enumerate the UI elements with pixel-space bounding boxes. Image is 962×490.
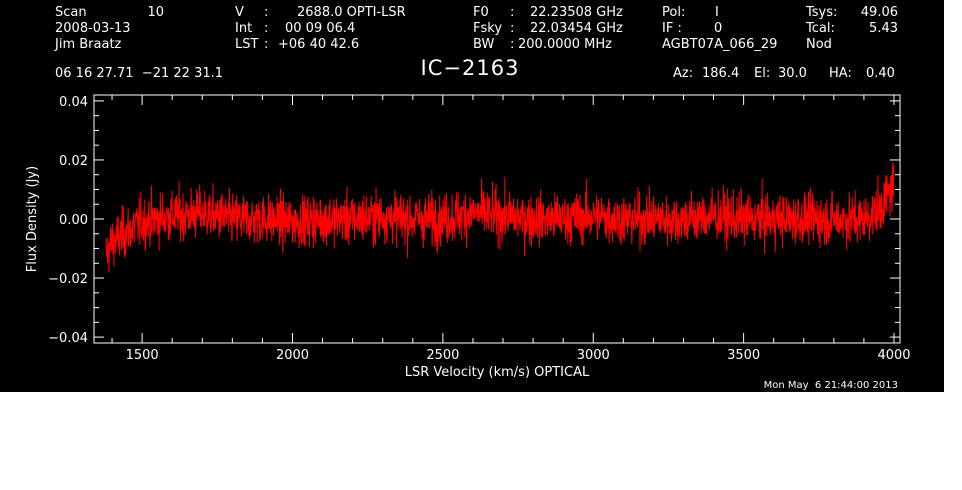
timestamp: Mon May 6 21:44:00 2013	[763, 380, 898, 391]
bw-value: 200.0000 MHz	[518, 37, 612, 52]
project-id: AGBT07A_066_29	[662, 37, 778, 52]
tsys-value: 49.06	[860, 5, 898, 20]
el-label: El:	[754, 66, 771, 81]
lst-value: +06 40 42.6	[278, 37, 360, 52]
ha-label: HA:	[829, 66, 852, 81]
source-name: IC−2163	[420, 56, 520, 80]
y-tick-label: −0.02	[48, 272, 88, 287]
ha-value: 0.40	[866, 66, 895, 81]
x-tick-label: 4000	[877, 348, 910, 363]
fsky-value: 22.03454 GHz	[530, 21, 623, 36]
if-label: IF :	[662, 21, 682, 36]
int-value: 00 09 06.4	[285, 21, 356, 36]
tcal-value: 5.43	[869, 21, 898, 36]
tcal-label: Tcal:	[806, 21, 835, 36]
plot-frame	[93, 94, 901, 344]
velocity-label: V	[235, 5, 244, 20]
y-axis-label: Flux Density (Jy)	[25, 166, 40, 272]
observer-name: Jim Braatz	[55, 37, 122, 52]
lst-label: LST	[235, 37, 259, 52]
f0-value: 22.23508 GHz	[530, 5, 623, 20]
y-tick-label: −0.04	[48, 331, 88, 346]
spectrum-panel: Scan 10 2008-03-13 Jim Braatz V : 2688.0…	[0, 0, 944, 392]
velocity-value: 2688.0 OPTI-LSR	[297, 5, 406, 20]
tsys-label: Tsys:	[806, 5, 838, 20]
y-tick-label: 0.04	[59, 95, 88, 110]
if-value: 0	[714, 21, 723, 36]
int-label: Int	[235, 21, 253, 36]
pol-value: I	[715, 5, 719, 20]
bw-label: BW	[473, 37, 495, 52]
spectrum-trace	[105, 162, 895, 273]
az-value: 186.4	[702, 66, 740, 81]
y-tick-label: 0.00	[59, 213, 88, 228]
observation-date: 2008-03-13	[55, 21, 131, 36]
x-tick-label: 1500	[126, 348, 159, 363]
el-value: 30.0	[778, 66, 807, 81]
scan-label: Scan	[55, 5, 87, 20]
fsky-label: Fsky	[473, 21, 503, 36]
az-label: Az:	[673, 66, 694, 81]
scan-value: 10	[147, 5, 164, 20]
x-tick-label: 2500	[426, 348, 459, 363]
x-tick-label: 2000	[276, 348, 309, 363]
pol-label: Pol:	[662, 5, 686, 20]
spectrum-plot: 1500 2000 2500 3000 3500 4000 −0.04 −0.02 0.00 0.…	[25, 94, 911, 380]
y-tick-label: 0.02	[59, 154, 88, 169]
observing-mode: Nod	[806, 37, 832, 52]
source-coordinates: 06 16 27.71 −21 22 31.1	[55, 66, 224, 81]
x-tick-label: 3500	[727, 348, 760, 363]
axis-ticks: 1500 2000 2500 3000 3500 4000 −0.04 −0.02 0.00 0.…	[48, 95, 910, 363]
x-axis-label: LSR Velocity (km/s) OPTICAL	[405, 365, 590, 380]
x-tick-label: 3000	[577, 348, 610, 363]
f0-label: F0	[473, 5, 489, 20]
